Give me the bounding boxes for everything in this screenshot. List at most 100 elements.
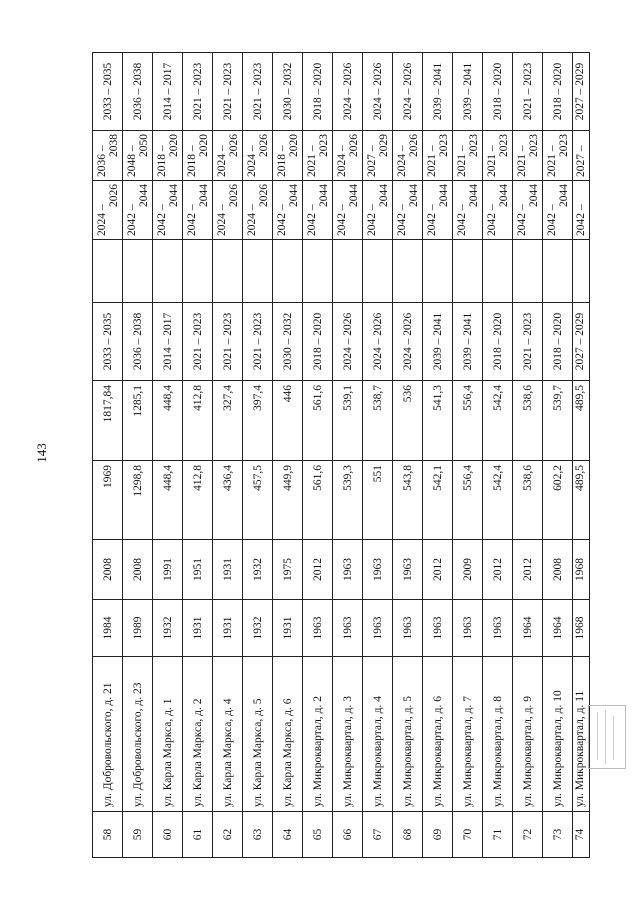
cell-year-built: 1931 [273, 599, 303, 656]
cell-address: ул. Микроквартал, д. 6 [423, 656, 453, 811]
cell-empty-cell [483, 239, 513, 302]
cell-period-c: 2018 –2020 [183, 130, 213, 180]
cell-year-built: 1968 [573, 599, 590, 656]
cell-area-living: 541,3 [423, 380, 453, 460]
cell-year-repair: 1963 [333, 539, 363, 599]
cell-period-c-from: 2021 – [305, 145, 318, 177]
cell-period-a: 2039 – 2041 [423, 302, 453, 380]
table-row: 68 ул. Микроквартал, д. 5 1963 1963 543,8 536… [393, 52, 423, 857]
cell-period-b: 2042 –2044 [453, 180, 483, 239]
cell-period-c: 2024 –2026 [213, 130, 243, 180]
cell-period-c: 2021 –2023 [513, 130, 543, 180]
cell-row-number: 63 [243, 811, 273, 857]
cell-period-c-to: 2038 [107, 134, 120, 157]
cell-row-number: 74 [573, 811, 590, 857]
cell-period-c: 2024 –2026 [333, 130, 363, 180]
table-row: 60 ул. Карла Маркса, д. 1 1932 1991 448,4 448… [153, 52, 183, 857]
cell-period-b-from: 2042 – [155, 204, 168, 236]
cell-area-total: 1969 [93, 460, 123, 539]
cell-period-c-to: 2023 [317, 134, 330, 157]
cell-period-c-from: 2048 – [125, 145, 138, 177]
table-row: 61 ул. Карла Маркса, д. 2 1931 1951 412,8 412… [183, 52, 213, 857]
cell-period-a: 2024 – 2026 [333, 302, 363, 380]
cell-period-b-to: 2044 [557, 184, 570, 207]
cell-period-c: 2024 –2026 [243, 130, 273, 180]
cell-area-living: 1817,84 [93, 380, 123, 460]
cell-address: ул. Карла Маркса, д. 6 [273, 656, 303, 811]
cell-period-a: 2021 – 2023 [213, 302, 243, 380]
cell-period-a: 2039 – 2041 [453, 302, 483, 380]
cell-empty-cell [243, 239, 273, 302]
cell-period-b-from: 2042 – [545, 204, 558, 236]
cell-area-total: 489,5 [573, 460, 590, 539]
cell-year-repair: 2012 [513, 539, 543, 599]
cell-period-c-to: 2026 [257, 134, 270, 157]
cell-year-built: 1963 [423, 599, 453, 656]
cell-address: ул. Микроквартал, д. 10 [543, 656, 573, 811]
cell-period-b-from: 2042 – [305, 204, 318, 236]
cell-address: ул. Микроквартал, д. 5 [393, 656, 423, 811]
cell-empty-cell [513, 239, 543, 302]
table-row: 64 ул. Карла Маркса, д. 6 1931 1975 449,9 446… [273, 52, 303, 857]
cell-period-b-to: 2044 [347, 184, 360, 207]
cell-period-d: 2033 – 2035 [93, 52, 123, 130]
cell-row-number: 71 [483, 811, 513, 857]
cell-period-c: 2021 –2023 [483, 130, 513, 180]
cell-period-b: 2024 –2026 [93, 180, 123, 239]
cell-area-living: 448,4 [153, 380, 183, 460]
cell-period-d: 2024 – 2026 [363, 52, 393, 130]
cell-address: ул. Микроквартал, д. 3 [333, 656, 363, 811]
cell-period-c: 2018 –2020 [273, 130, 303, 180]
cell-area-living: 538,6 [513, 380, 543, 460]
cell-period-a: 2021 – 2023 [183, 302, 213, 380]
cell-period-c-to: 2020 [197, 134, 210, 157]
cell-year-repair: 2012 [423, 539, 453, 599]
cell-period-b-from: 2042 – [425, 204, 438, 236]
table-row: 69 ул. Микроквартал, д. 6 1963 2012 542,1 541… [423, 52, 453, 857]
cell-period-b: 2042 – [573, 180, 590, 239]
cell-period-a: 2033 – 2035 [93, 302, 123, 380]
cell-period-b-from: 2042 – [485, 204, 498, 236]
cell-address: ул. Микроквартал, д. 2 [303, 656, 333, 811]
cell-year-repair: 1991 [153, 539, 183, 599]
cell-period-d: 2021 – 2023 [513, 52, 543, 130]
cell-period-d: 2018 – 2020 [483, 52, 513, 130]
cell-period-b-from: 2042 – [575, 204, 587, 236]
cell-area-total: 448,4 [153, 460, 183, 539]
cell-year-repair: 2012 [303, 539, 333, 599]
cell-period-c: 2021 –2023 [423, 130, 453, 180]
cell-row-number: 68 [393, 811, 423, 857]
cell-period-c-from: 2018 – [275, 145, 288, 177]
cell-period-c-from: 2024 – [245, 145, 258, 177]
cell-period-b-from: 2042 – [455, 204, 468, 236]
cell-period-b-to: 2044 [197, 184, 210, 207]
cell-year-built: 1964 [543, 599, 573, 656]
cell-empty-cell [423, 239, 453, 302]
cell-year-repair: 1931 [213, 539, 243, 599]
cell-empty-cell [93, 239, 123, 302]
cell-period-d: 2021 – 2023 [183, 52, 213, 130]
cell-year-repair: 1968 [573, 539, 590, 599]
cell-area-total: 412,8 [183, 460, 213, 539]
cell-area-living: 397,4 [243, 380, 273, 460]
cell-empty-cell [573, 239, 590, 302]
cell-period-c-to: 2023 [467, 134, 480, 157]
cell-area-total: 538,6 [513, 460, 543, 539]
cell-period-d: 2021 – 2023 [213, 52, 243, 130]
cell-area-total: 457,5 [243, 460, 273, 539]
cell-area-total: 556,4 [453, 460, 483, 539]
cell-empty-cell [303, 239, 333, 302]
cell-period-b: 2042 –2044 [393, 180, 423, 239]
cell-row-number: 62 [213, 811, 243, 857]
cell-period-d: 2039 – 2041 [423, 52, 453, 130]
cell-year-built: 1931 [213, 599, 243, 656]
cell-period-c: 2021 –2023 [543, 130, 573, 180]
cell-row-number: 73 [543, 811, 573, 857]
table-row: 62 ул. Карла Маркса, д. 4 1931 1931 436,4 327… [213, 52, 243, 857]
cell-area-total: 542,4 [483, 460, 513, 539]
cell-period-b: 2042 –2044 [423, 180, 453, 239]
cell-year-built: 1984 [93, 599, 123, 656]
cell-period-b-to: 2044 [527, 184, 540, 207]
cell-period-c-from: 2021 – [485, 145, 498, 177]
cell-empty-cell [213, 239, 243, 302]
